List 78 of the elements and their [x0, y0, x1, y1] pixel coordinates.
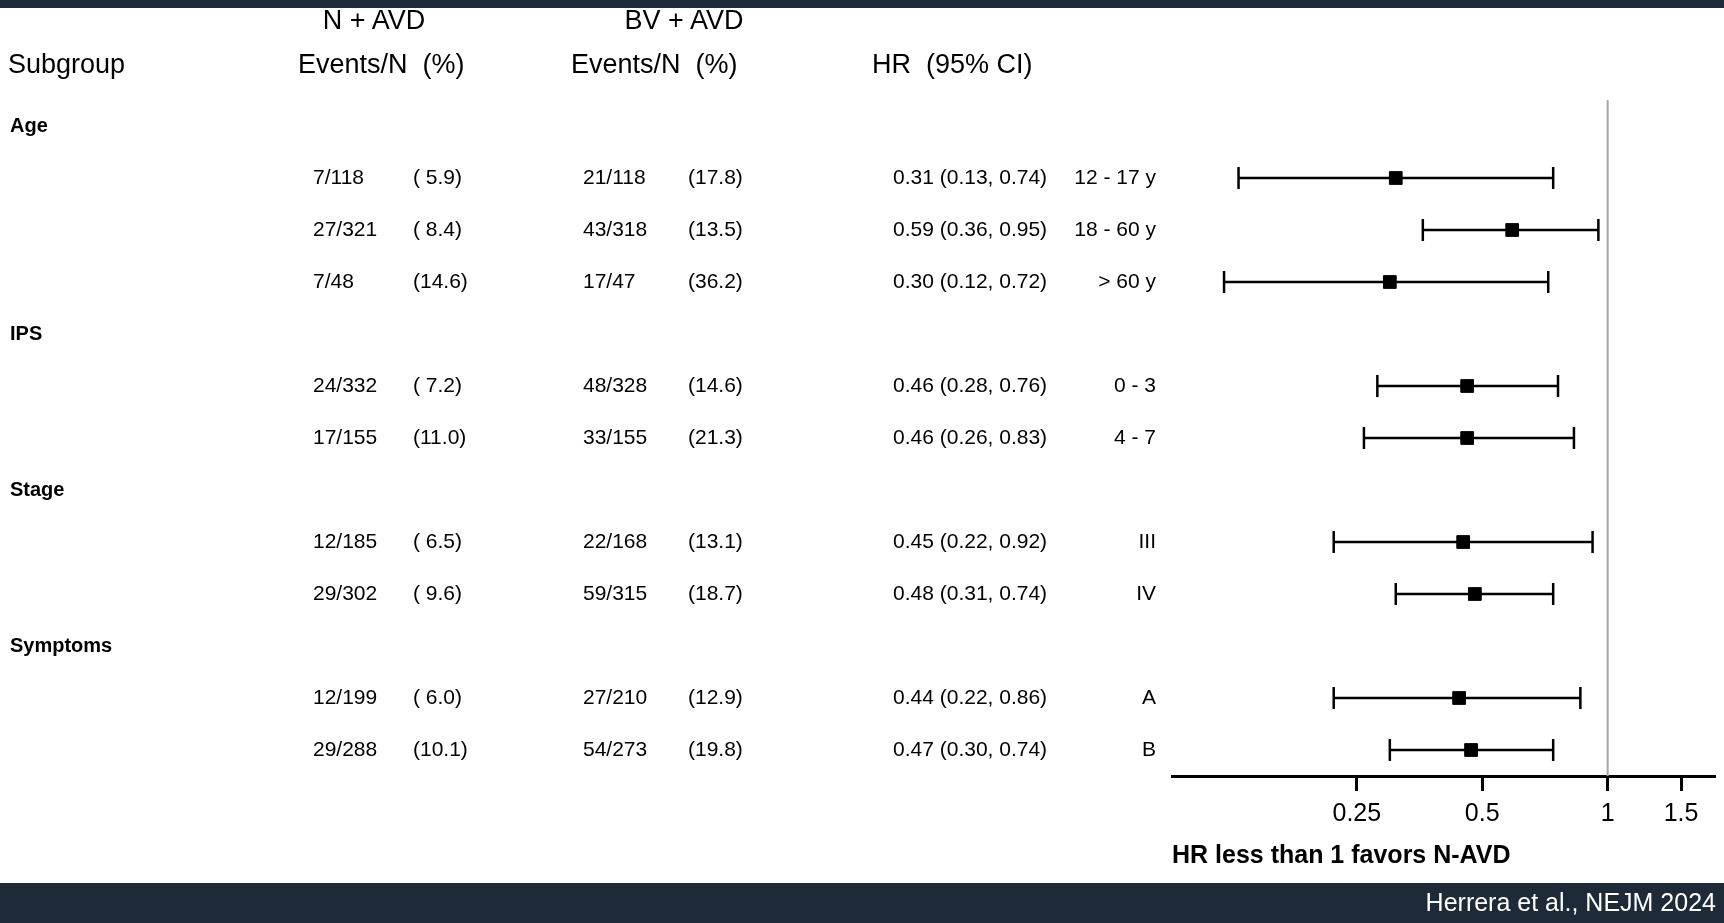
data-label: 0.48 (0.31, 0.74)	[893, 580, 1048, 604]
point	[1382, 275, 1397, 289]
text: Subgroup	[8, 49, 126, 80]
text: 22/168	[583, 528, 648, 552]
data-label: 0.59 (0.36, 0.95)	[893, 216, 1048, 240]
text: Stage	[10, 477, 65, 500]
text: 24/332	[313, 372, 378, 396]
point	[1456, 535, 1471, 549]
text: (18.7)	[688, 580, 743, 604]
x-tick-label: 0.5	[1464, 797, 1500, 826]
text: ( 8.4)	[413, 216, 463, 240]
text: 27/321	[313, 216, 378, 240]
point	[1464, 743, 1478, 757]
text: Symptoms	[10, 633, 113, 656]
point	[1468, 587, 1482, 601]
text: Herrera et al., NEJM 2024	[1425, 887, 1717, 916]
text: 33/155	[583, 424, 648, 448]
data-label: 0.45 (0.22, 0.92)	[893, 528, 1048, 552]
text: N + AVD	[322, 5, 426, 36]
text: 54/273	[583, 736, 648, 760]
text: 29/302	[313, 580, 378, 604]
y-tick-label: > 60 y	[1098, 268, 1157, 292]
text: (14.6)	[688, 372, 743, 396]
x-tick-label: 1	[1600, 797, 1615, 826]
text: 7/118	[313, 164, 364, 188]
y-tick-label: B	[1141, 736, 1156, 760]
text: (11.0)	[413, 424, 467, 448]
text: (13.5)	[688, 216, 743, 240]
text: ( 5.9)	[413, 164, 463, 188]
text: 12/185	[313, 528, 378, 552]
text: 7/48	[313, 268, 354, 292]
x-axis-title: HR less than 1 favors N-AVD	[1172, 839, 1511, 868]
text: HR (95% CI)	[872, 49, 1033, 80]
text: Events/N (%)	[298, 49, 465, 80]
point	[1460, 431, 1475, 445]
text: (10.1)	[413, 736, 468, 760]
data-label: 0.46 (0.28, 0.76)	[893, 372, 1048, 396]
text: Age	[10, 113, 48, 136]
text: (13.1)	[688, 528, 743, 552]
point	[1388, 171, 1403, 185]
text: ( 6.5)	[413, 528, 463, 552]
x-tick-label: 0.25	[1332, 797, 1382, 826]
y-tick-label: A	[1141, 684, 1156, 708]
text: Events/N (%)	[571, 49, 738, 80]
x-tick-label: 1.5	[1663, 797, 1699, 826]
data-label: 0.47 (0.30, 0.74)	[893, 736, 1048, 760]
text: 17/155	[313, 424, 378, 448]
text: (21.3)	[688, 424, 743, 448]
point	[1452, 691, 1466, 705]
text: (36.2)	[688, 268, 743, 292]
point	[1460, 379, 1475, 393]
text: 17/47	[583, 268, 636, 292]
text: (17.8)	[688, 164, 743, 188]
text: 43/318	[583, 216, 648, 240]
text: 12/199	[313, 684, 378, 708]
text: BV + AVD	[624, 5, 744, 36]
data-label: 0.46 (0.26, 0.83)	[893, 424, 1048, 448]
text: 48/328	[583, 372, 648, 396]
text: ( 7.2)	[413, 372, 463, 396]
data-label: 0.30 (0.12, 0.72)	[893, 268, 1048, 292]
text: (12.9)	[688, 684, 743, 708]
y-tick-label: 4 - 7	[1113, 424, 1156, 448]
text: ( 6.0)	[413, 684, 463, 708]
text: ( 9.6)	[413, 580, 463, 604]
y-tick-label: 12 - 17 y	[1074, 164, 1157, 188]
data-label: 0.31 (0.13, 0.74)	[893, 164, 1048, 188]
data-label: 0.44 (0.22, 0.86)	[893, 684, 1048, 708]
text: IPS	[10, 321, 43, 344]
text: 27/210	[583, 684, 648, 708]
text: 59/315	[583, 580, 648, 604]
y-tick-label: 0 - 3	[1113, 372, 1156, 396]
y-tick-label: III	[1138, 528, 1156, 552]
text: (19.8)	[688, 736, 743, 760]
text: 29/288	[313, 736, 378, 760]
text: (14.6)	[413, 268, 468, 292]
y-tick-label: 18 - 60 y	[1074, 216, 1157, 240]
y-tick-label: IV	[1136, 580, 1156, 604]
text: 21/118	[583, 164, 646, 188]
